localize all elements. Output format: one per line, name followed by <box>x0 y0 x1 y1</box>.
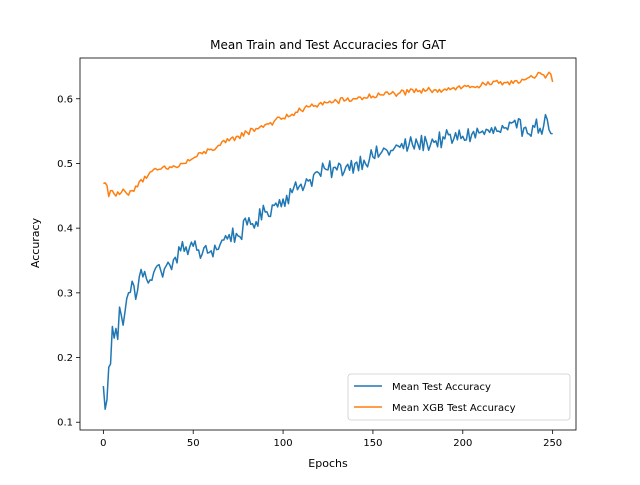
legend: Mean Test Accuracy Mean XGB Test Accurac… <box>347 373 571 421</box>
x-tick-label: 200 <box>453 438 472 449</box>
lines-layer <box>102 71 554 411</box>
y-tick-label: 0.4 <box>57 224 73 235</box>
x-axis-ticks: 0 50 100 150 200 250 <box>100 430 562 449</box>
y-axis-ticks: 0.1 0.2 0.3 0.4 0.5 0.6 <box>57 94 80 429</box>
chart-title: Mean Train and Test Accuracies for GAT <box>210 38 446 52</box>
series-line-xgb <box>103 71 554 198</box>
y-tick-label: 0.2 <box>57 353 73 364</box>
y-axis-label: Accuracy <box>29 217 42 268</box>
x-axis-label: Epochs <box>308 457 348 470</box>
x-tick-label: 100 <box>274 438 293 449</box>
y-tick-label: 0.6 <box>57 94 73 105</box>
x-tick-label: 50 <box>187 438 200 449</box>
x-tick-label: 250 <box>543 438 562 449</box>
x-tick-label: 0 <box>100 438 106 449</box>
legend-label-test: Mean Test Accuracy <box>392 382 491 393</box>
x-tick-label: 150 <box>363 438 382 449</box>
legend-label-xgb: Mean XGB Test Accuracy <box>392 403 516 414</box>
series-line-test <box>102 113 553 411</box>
plot-frame <box>79 57 577 431</box>
legend-box <box>347 373 571 421</box>
y-tick-label: 0.3 <box>57 288 73 299</box>
y-tick-label: 0.1 <box>57 418 73 429</box>
y-tick-label: 0.5 <box>57 159 73 170</box>
